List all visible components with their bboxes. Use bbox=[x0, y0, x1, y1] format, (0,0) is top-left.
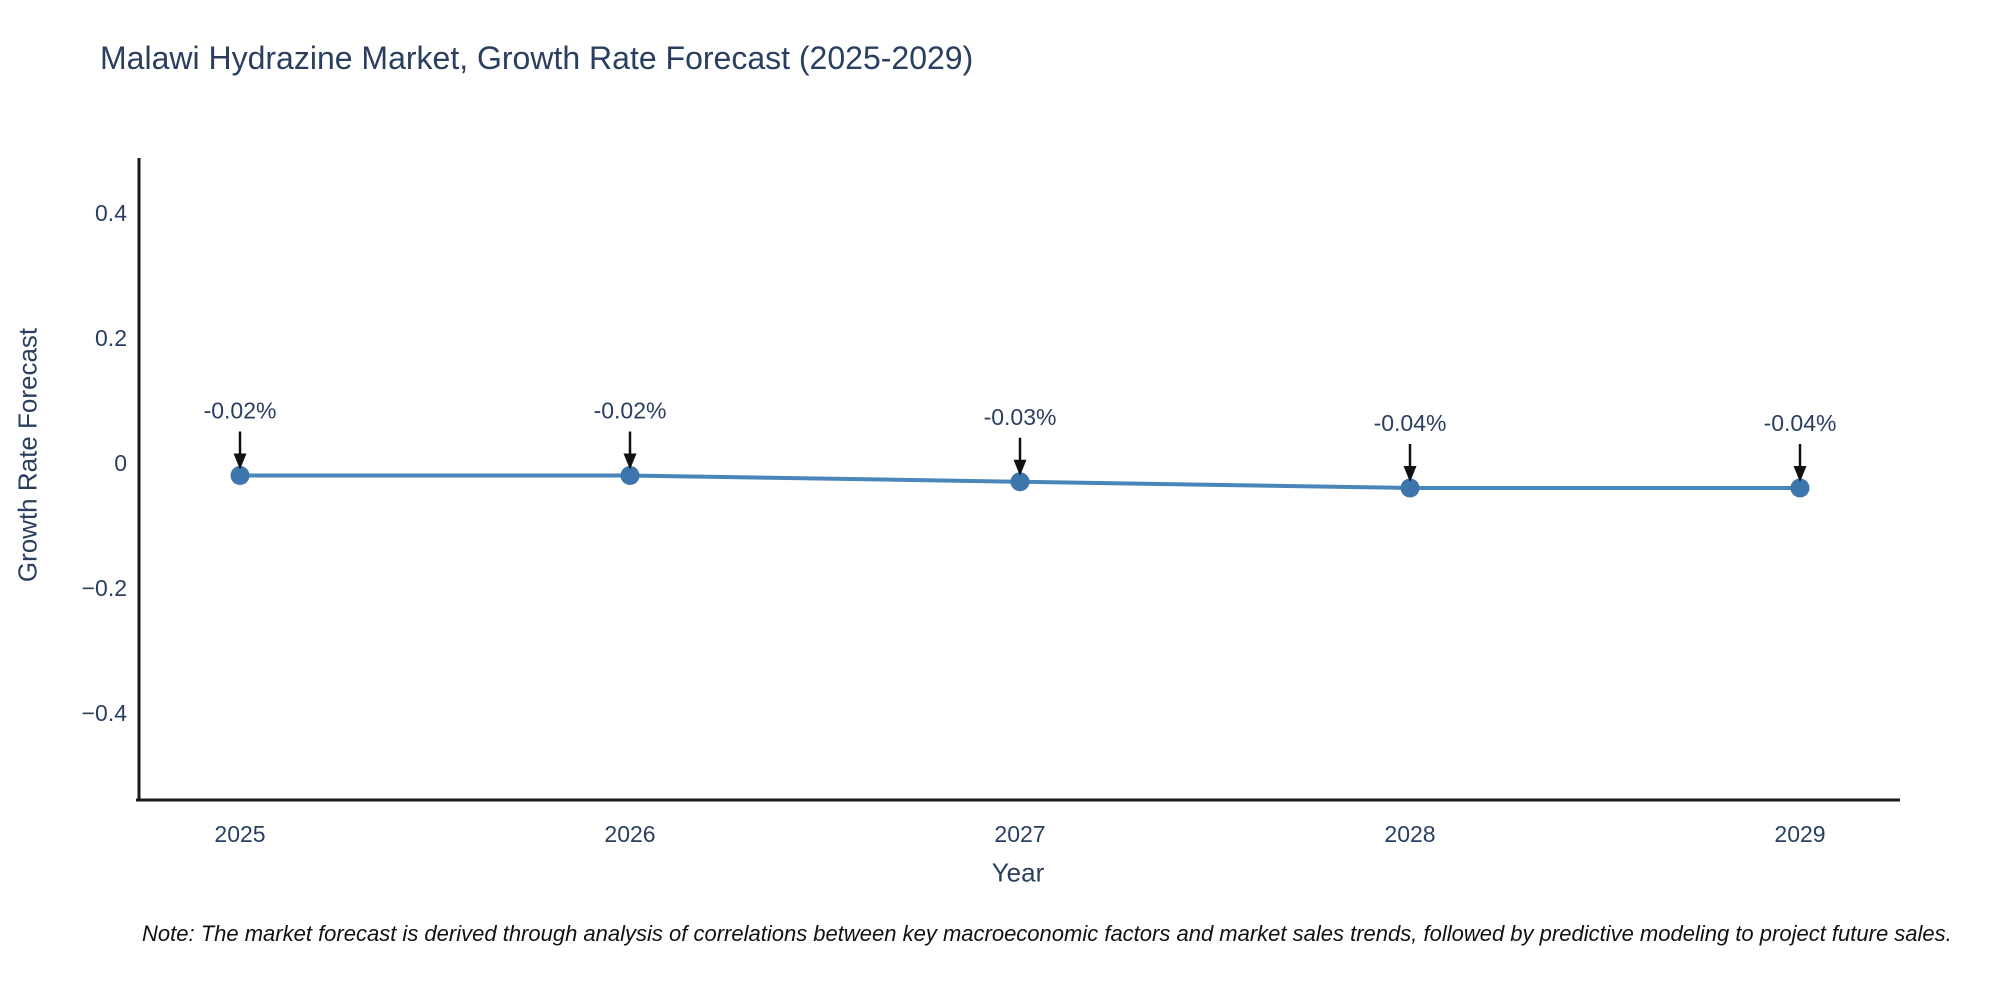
data-point-label: -0.04% bbox=[1374, 410, 1447, 436]
data-point-label: -0.04% bbox=[1764, 410, 1837, 436]
data-point-marker bbox=[1790, 478, 1810, 498]
x-tick-label: 2028 bbox=[1384, 821, 1435, 847]
x-axis-title: Year bbox=[991, 857, 1045, 888]
data-point-label: -0.02% bbox=[204, 398, 277, 424]
data-point-marker bbox=[620, 466, 640, 485]
annotation-arrowhead bbox=[623, 453, 637, 470]
y-tick-label: 0.2 bbox=[95, 325, 127, 351]
y-tick-label: −0.2 bbox=[82, 575, 127, 601]
y-tick-label: 0.4 bbox=[95, 200, 127, 226]
data-point-marker bbox=[1010, 472, 1030, 492]
footnote: Note: The market forecast is derived thr… bbox=[142, 921, 1952, 946]
data-point-marker bbox=[1400, 478, 1420, 498]
x-tick-label: 2027 bbox=[994, 821, 1045, 847]
y-tick-label: 0 bbox=[114, 450, 127, 476]
data-point-marker bbox=[230, 466, 250, 485]
annotation-arrowhead bbox=[1013, 459, 1027, 476]
annotation-arrowhead bbox=[1403, 466, 1417, 482]
data-point-label: -0.03% bbox=[984, 404, 1057, 430]
data-point-label: -0.02% bbox=[594, 398, 667, 424]
x-tick-label: 2026 bbox=[604, 821, 655, 847]
x-tick-label: 2029 bbox=[1774, 821, 1825, 847]
x-tick-label: 2025 bbox=[214, 821, 265, 847]
chart-title: Malawi Hydrazine Market, Growth Rate For… bbox=[100, 40, 974, 76]
annotation-arrowhead bbox=[1793, 466, 1807, 482]
annotation-arrowhead bbox=[233, 453, 247, 470]
y-tick-label: −0.4 bbox=[82, 700, 128, 726]
